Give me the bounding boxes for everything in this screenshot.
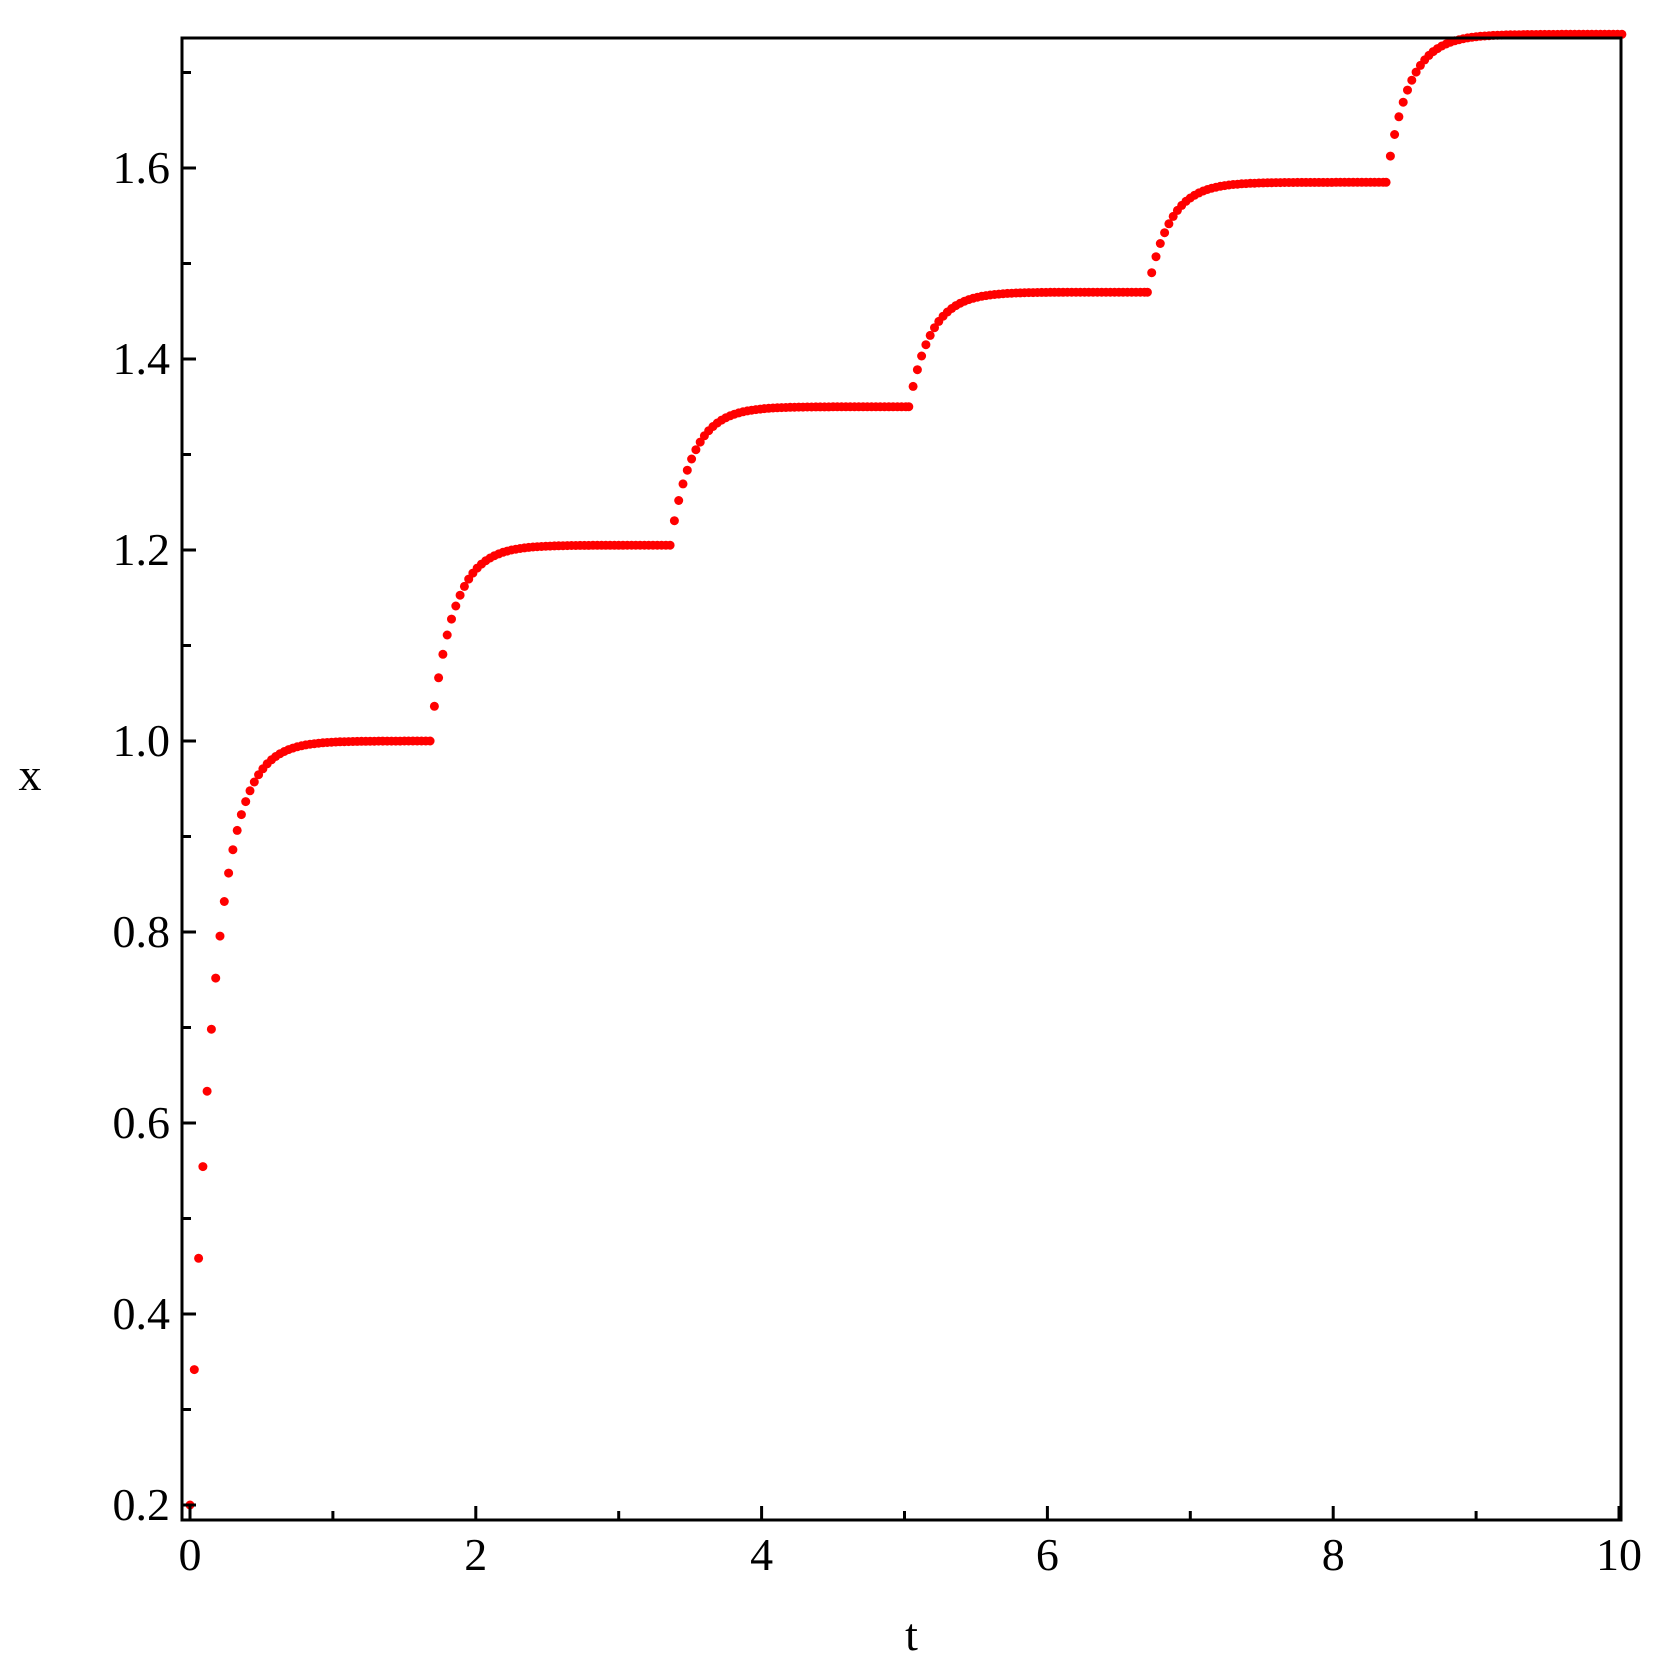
x-axis-ticks: 0 2 4 6 8 10: [179, 1506, 1642, 1580]
data-point: [228, 845, 238, 855]
data-point: [451, 601, 461, 611]
data-point: [921, 340, 931, 350]
data-point: [1151, 252, 1161, 262]
data-point: [687, 454, 697, 464]
y-tick-label: 1.6: [113, 142, 171, 193]
data-point: [1164, 219, 1174, 229]
data-point: [459, 581, 469, 591]
x-tick-label: 10: [1596, 1529, 1642, 1580]
data-point: [1155, 239, 1165, 248]
data-point: [674, 496, 684, 505]
data-point: [429, 701, 439, 711]
data-point: [1381, 177, 1391, 187]
data-point: [1394, 112, 1404, 122]
y-tick-label: 1.2: [113, 524, 171, 575]
y-tick-label: 0.2: [113, 1479, 171, 1530]
data-point: [1398, 97, 1408, 107]
data-point: [669, 516, 679, 526]
data-point: [189, 1365, 199, 1375]
data-point: [1147, 268, 1157, 278]
data-point: [224, 868, 234, 878]
data-point: [1142, 287, 1152, 297]
data-point: [917, 351, 927, 361]
y-tick-label: 0.6: [113, 1097, 171, 1148]
data-point: [249, 777, 259, 787]
y-tick-label: 1.0: [113, 715, 171, 766]
x-tick-label: 2: [464, 1529, 487, 1580]
data-point: [1390, 130, 1400, 139]
data-point: [912, 365, 922, 375]
data-point: [236, 810, 246, 820]
x-axis-label: t: [905, 1609, 918, 1660]
y-axis-ticks: 0.2 0.4 0.6 0.8 1.0 1.2 1.4 1.6: [113, 71, 196, 1530]
data-point: [930, 323, 939, 333]
data-point: [691, 445, 701, 455]
y-tick-label: 0.4: [113, 1288, 171, 1339]
data-point: [1407, 75, 1417, 85]
data-point: [194, 1253, 204, 1263]
data-point: [1403, 85, 1412, 95]
x-tick-label: 0: [179, 1529, 202, 1580]
data-point: [1411, 67, 1421, 77]
data-point: [425, 736, 435, 746]
data-point: [1385, 151, 1395, 161]
data-point: [678, 479, 688, 489]
data-point: [434, 673, 444, 683]
y-tick-label: 0.8: [113, 906, 171, 957]
x-tick-label: 8: [1322, 1529, 1345, 1580]
data-points: [185, 29, 1627, 1510]
data-point: [215, 931, 225, 941]
x-tick-label: 4: [750, 1529, 773, 1580]
data-point: [202, 1086, 212, 1096]
data-point: [442, 630, 452, 640]
data-point: [682, 465, 692, 475]
y-axis-label: x: [19, 749, 42, 800]
data-point: [245, 786, 255, 796]
data-point: [1160, 228, 1170, 238]
data-point: [206, 1024, 216, 1034]
y-tick-label: 1.4: [113, 333, 171, 384]
data-point: [908, 381, 918, 391]
data-point: [925, 330, 935, 340]
data-point: [211, 973, 221, 983]
data-point: [241, 797, 251, 807]
data-point: [904, 402, 914, 412]
data-point: [447, 614, 456, 624]
data-point: [198, 1162, 208, 1172]
x-tick-label: 6: [1036, 1529, 1059, 1580]
data-point: [665, 540, 675, 550]
plot-frame: [180, 36, 1623, 1522]
data-point: [219, 897, 229, 906]
data-point: [455, 590, 465, 600]
data-point: [232, 825, 242, 835]
data-point: [438, 649, 448, 659]
